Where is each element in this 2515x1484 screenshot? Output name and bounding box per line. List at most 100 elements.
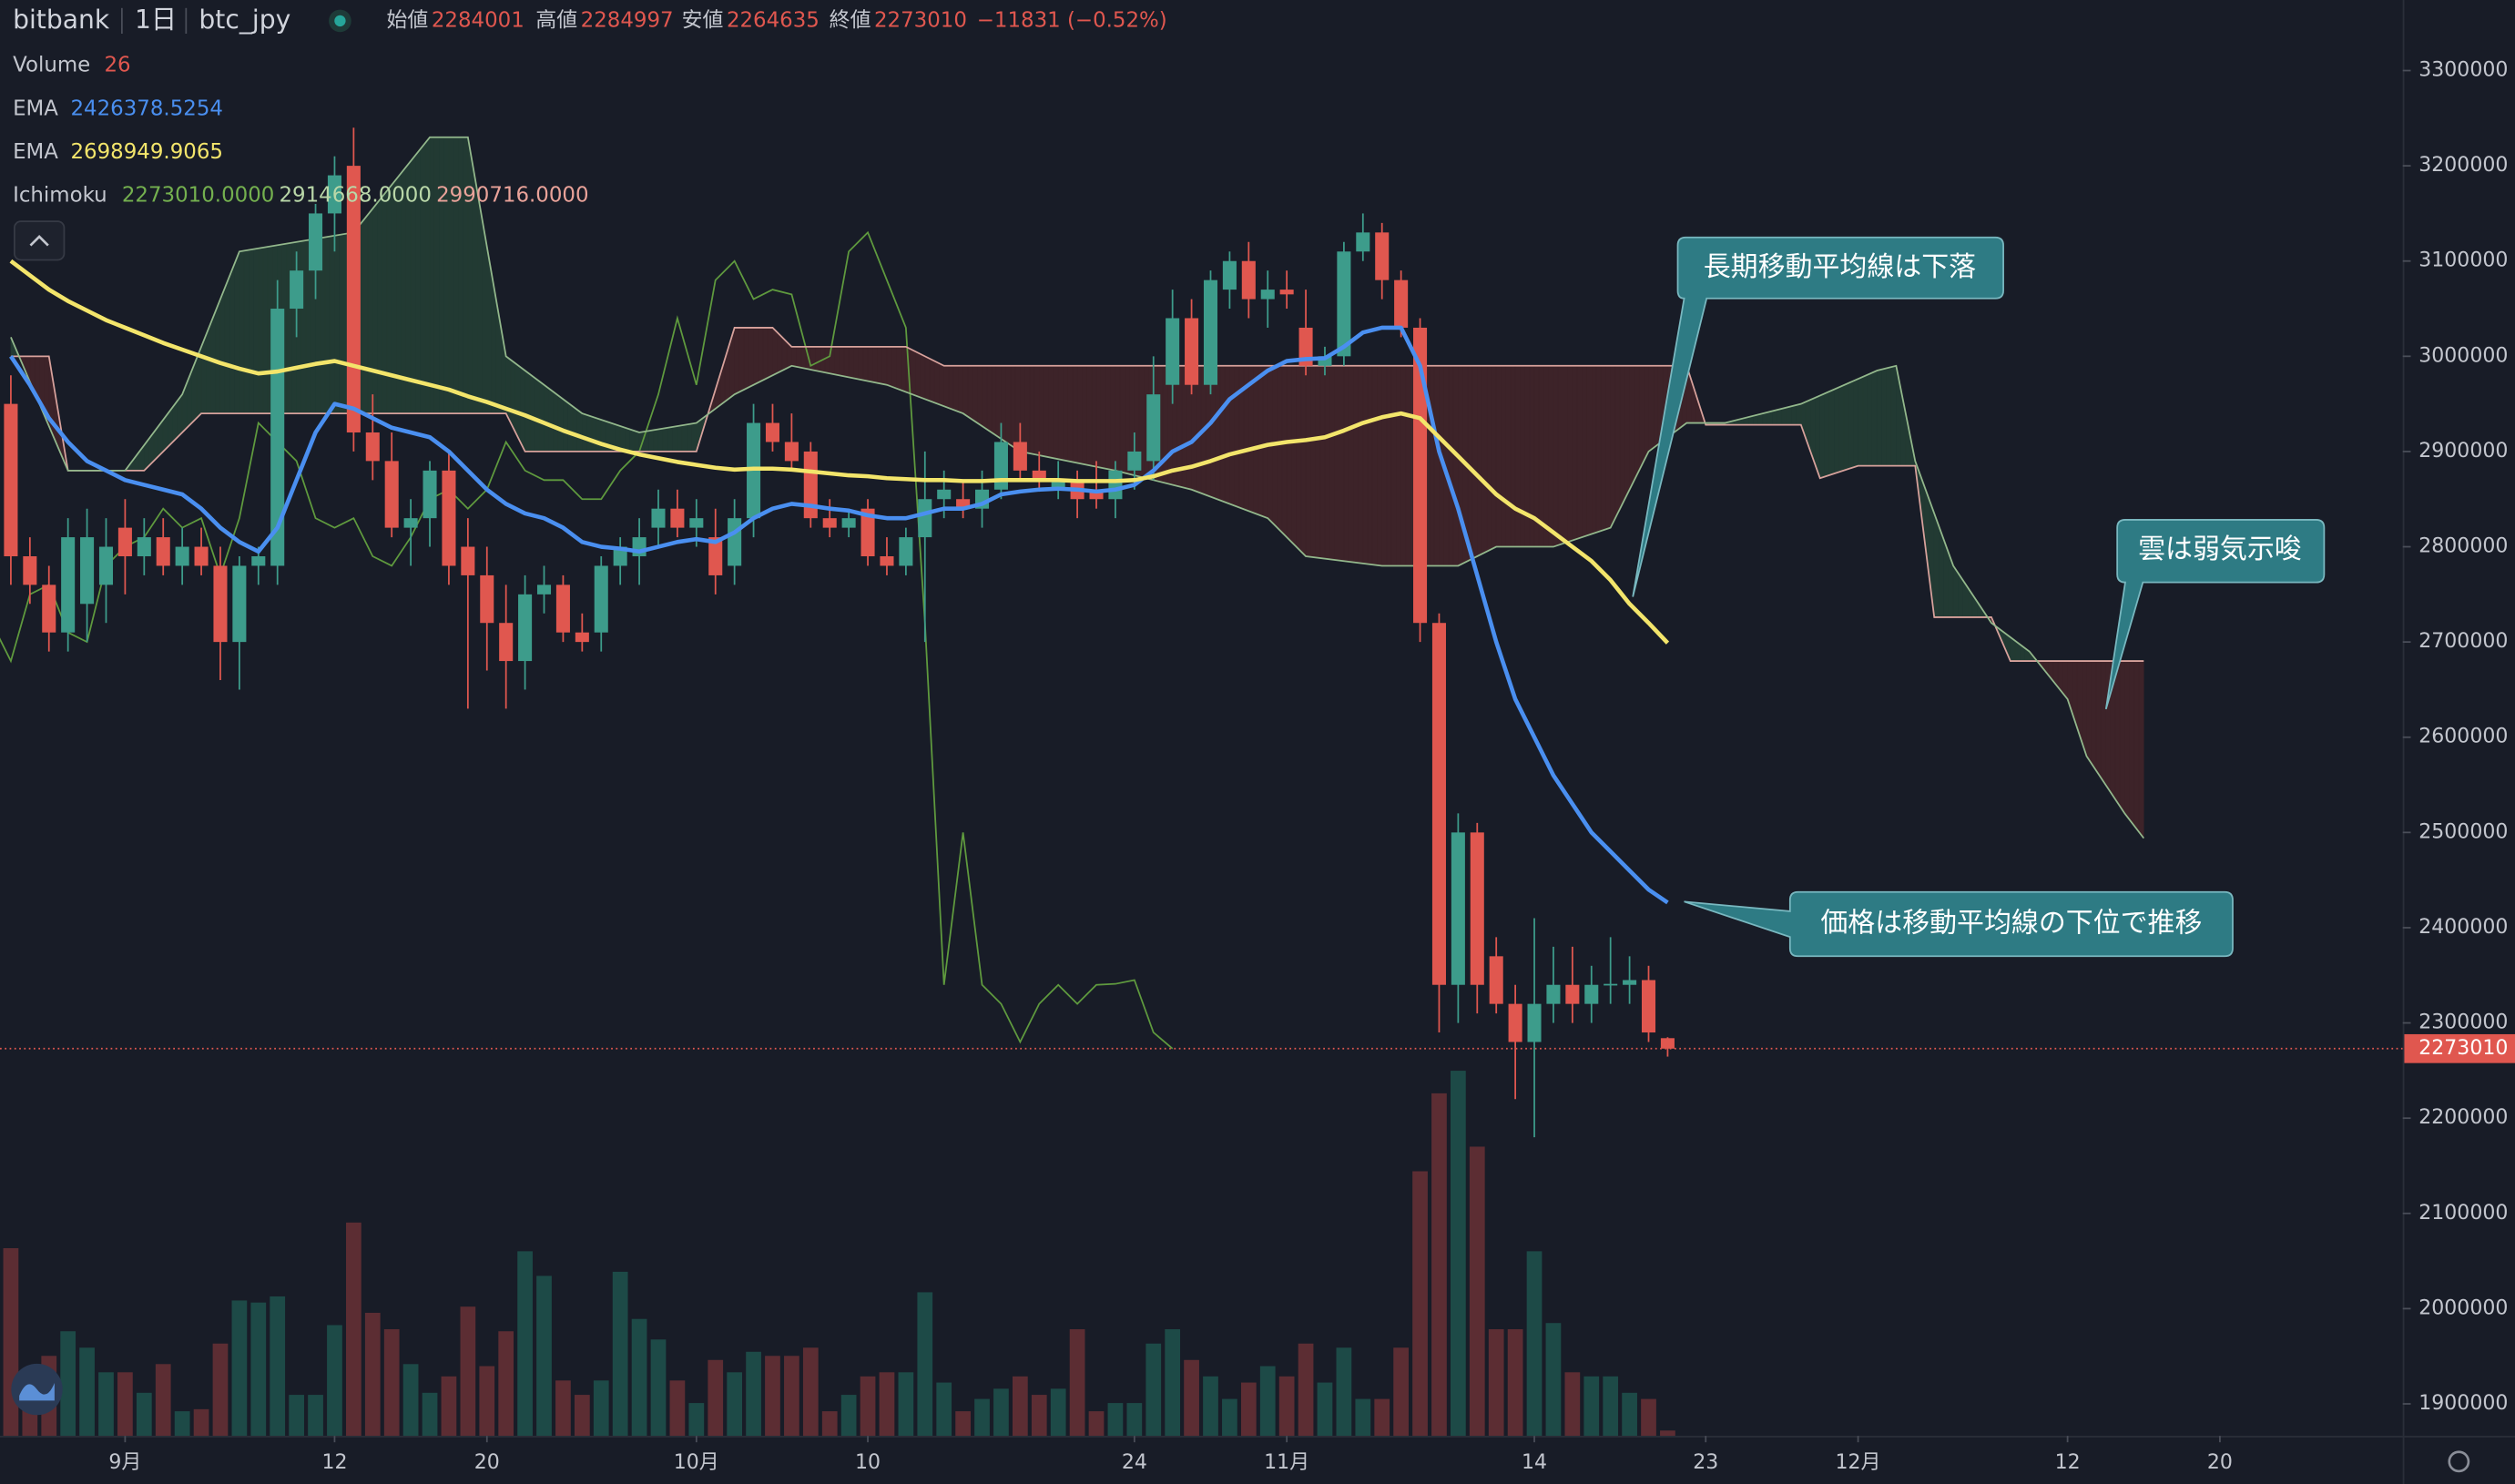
cloud-fill [1119, 365, 1125, 473]
cloud-fill [529, 373, 535, 452]
cloud-fill [1367, 365, 1373, 565]
candle-body [137, 537, 151, 556]
candle-body [61, 537, 76, 633]
cloud-fill [1300, 365, 1307, 557]
cloud-fill [1638, 365, 1644, 471]
cloud-fill [920, 353, 926, 400]
y-tick-label: 2500000 [2418, 820, 2508, 843]
volume [3, 1071, 1675, 1437]
cloud-fill [967, 365, 973, 421]
candle-body [309, 213, 323, 271]
cloud-fill [2091, 660, 2097, 772]
candle-body [1565, 984, 1580, 1004]
cloud-fill [324, 236, 331, 414]
candle-body [1298, 327, 1313, 366]
candle-body [860, 508, 875, 556]
x-tick-label: 20 [2207, 1451, 2233, 1474]
volume-bar [1451, 1071, 1466, 1437]
collapse-button[interactable] [13, 220, 66, 261]
cloud-fill [824, 346, 830, 374]
candle-body [1451, 832, 1465, 985]
volume-bar [612, 1271, 628, 1437]
candle-body [1546, 984, 1561, 1004]
candle-body [1660, 1038, 1675, 1049]
cloud-fill [810, 346, 816, 371]
cloud-fill [1886, 366, 1892, 466]
volume-bar [1145, 1343, 1162, 1437]
candle-body [327, 175, 341, 214]
volume-bar [1317, 1382, 1333, 1437]
candle-body [1241, 260, 1256, 300]
candle-body [232, 565, 247, 643]
cloud-fill [948, 365, 954, 411]
cloud-fill [567, 401, 574, 452]
volume-bar [250, 1302, 267, 1437]
cloud-fill [1591, 365, 1597, 534]
candle-body [651, 508, 666, 528]
volume-bar [402, 1364, 419, 1437]
cloud-fill [901, 346, 907, 392]
cloud-fill [1082, 365, 1087, 465]
volume-bar [1564, 1372, 1581, 1437]
cloud-fill [1039, 365, 1044, 457]
volume-bar [821, 1411, 838, 1437]
cloud-fill [1076, 365, 1083, 464]
candle-body [98, 546, 114, 585]
volume-bar [383, 1328, 400, 1437]
cloud-fill [962, 365, 969, 418]
settings-icon[interactable] [2448, 1450, 2470, 1473]
cloud-fill [629, 429, 636, 452]
y-tick-label: 2600000 [2418, 726, 2508, 748]
cloud-fill [1548, 365, 1554, 547]
cloud-fill [1110, 365, 1116, 472]
cloud-fill [1644, 365, 1649, 462]
cloud-fill [1791, 404, 1797, 425]
cloud-fill [1834, 386, 1839, 474]
y-tick-label: 2900000 [2418, 440, 2508, 462]
cloud-fill [1610, 365, 1616, 528]
cloud-fill [1229, 365, 1235, 506]
cloud-fill [2124, 660, 2130, 821]
cloud-fill [791, 346, 797, 368]
cloud-fill [591, 416, 597, 452]
header: bitbank 1日 btc_jpy 始値 2284001 高値 2284997… [13, 5, 1167, 261]
cloud-fill [1277, 365, 1283, 534]
candle-body [80, 537, 95, 605]
cloud-fill [1281, 365, 1288, 538]
volume-bar [1622, 1392, 1637, 1437]
cloud-fill [952, 365, 959, 412]
cloud-fill [300, 239, 307, 414]
volume-bar [669, 1380, 686, 1437]
candle-body [1185, 318, 1199, 385]
x-tick-label: 12 [321, 1451, 347, 1474]
cloud-fill [991, 365, 997, 436]
volume-bar [136, 1392, 152, 1437]
cloud-fill [1400, 365, 1407, 566]
y-tick-label: 2200000 [2418, 1106, 2508, 1129]
annotation-text: 雲は弱気示唆 [2138, 534, 2302, 565]
cloud-fill [482, 219, 488, 414]
cloud-fill [229, 263, 235, 414]
cloud-fill [1772, 409, 1777, 425]
cloud-fill [1029, 365, 1035, 455]
cloud-fill [505, 355, 512, 423]
cloud-fill [1567, 365, 1573, 543]
cloud-fill [1386, 365, 1392, 566]
volume-bar [289, 1395, 304, 1437]
candle-body [117, 527, 132, 556]
cloud-fill [648, 430, 655, 452]
ema-name: EMA [13, 140, 58, 164]
cloud-fill [800, 346, 807, 370]
high-value: 2284997 [581, 8, 674, 32]
volume-bar [479, 1366, 495, 1437]
cloud-fill [1010, 365, 1016, 449]
close-value: 2273010 [874, 8, 967, 32]
cloud-fill [1600, 365, 1606, 532]
cloud-fill [943, 365, 950, 409]
cloud-fill [1491, 365, 1497, 550]
cloud-fill [772, 327, 778, 376]
candle-body [956, 499, 971, 509]
volume-bar [270, 1296, 286, 1437]
candle-body [1108, 470, 1123, 500]
